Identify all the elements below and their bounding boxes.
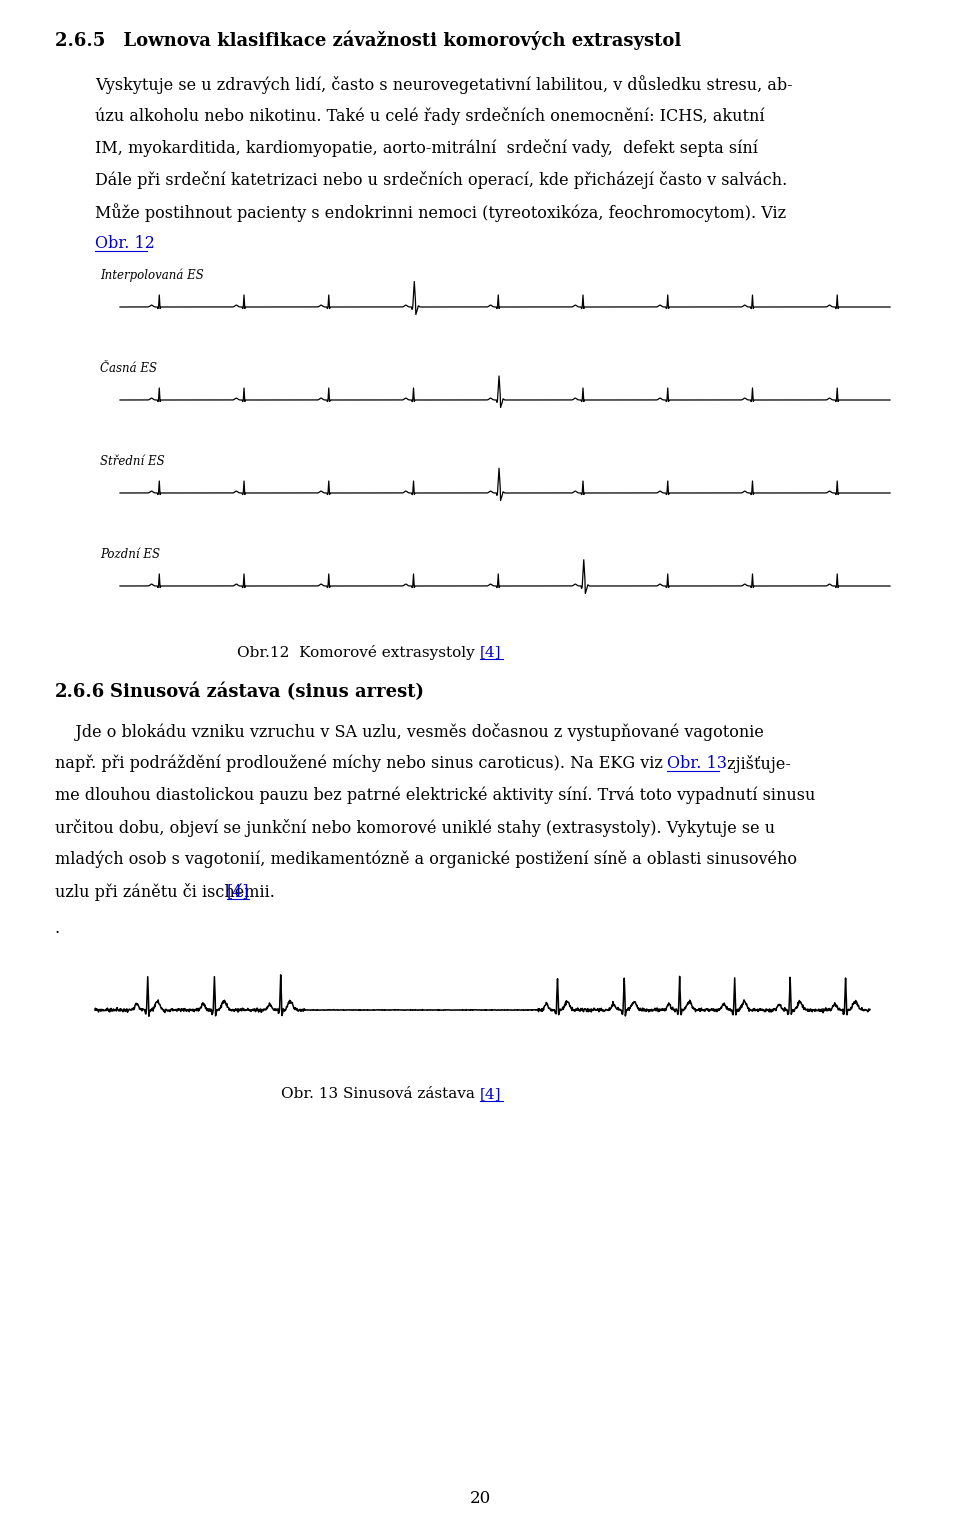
Text: Obr. 13 Sinusová zástava: Obr. 13 Sinusová zástava [281, 1086, 480, 1101]
Text: Střední ES: Střední ES [100, 454, 164, 468]
Text: mladých osob s vagotonií, medikamentózně a organické postižení síně a oblasti si: mladých osob s vagotonií, medikamentózně… [55, 851, 797, 868]
Text: Sinusová zástava (sinus arrest): Sinusová zástava (sinus arrest) [110, 683, 424, 701]
Text: Obr. 13: Obr. 13 [667, 754, 727, 773]
Text: 2.6.5 Lownova klasifikace závažnosti komorových extrasystol: 2.6.5 Lownova klasifikace závažnosti kom… [55, 30, 682, 50]
Text: uzlu při zánětu či ischémii.: uzlu při zánětu či ischémii. [55, 883, 275, 901]
Text: [4]: [4] [227, 883, 250, 900]
Text: Časná ES: Časná ES [100, 362, 157, 376]
Text: Vyskytuje se u zdravých lidí, často s neurovegetativní labilitou, v důsledku str: Vyskytuje se u zdravých lidí, často s ne… [95, 76, 793, 94]
Text: 2.6.6: 2.6.6 [55, 683, 106, 701]
Text: [4]: [4] [480, 1086, 501, 1101]
Text: Může postihnout pacienty s endokrinni nemoci (tyreotoxikóza, feochromocytom). Vi: Může postihnout pacienty s endokrinni ne… [95, 203, 786, 221]
Text: 20: 20 [469, 1489, 491, 1507]
Text: zjišťuje-: zjišťuje- [722, 754, 791, 773]
Text: např. při podráždění prodloužené míchy nebo sinus caroticus). Na EKG viz: např. při podráždění prodloužené míchy n… [55, 754, 668, 773]
Text: IM, myokarditida, kardiomyopatie, aorto-mitrální  srdeční vady,  defekt septa sí: IM, myokarditida, kardiomyopatie, aorto-… [95, 139, 758, 158]
Text: Interpolovaná ES: Interpolovaná ES [100, 270, 204, 282]
Text: Pozdní ES: Pozdní ES [100, 548, 160, 561]
Text: [4]: [4] [480, 645, 501, 659]
Text: Jde o blokádu vzniku vzruchu v SA uzlu, vesměs dočasnou z vystupňované vagotonie: Jde o blokádu vzniku vzruchu v SA uzlu, … [55, 723, 764, 741]
Text: určitou dobu, objeví se junkční nebo komorové uniklé stahy (extrasystoly). Vykyt: určitou dobu, objeví se junkční nebo kom… [55, 820, 775, 836]
Text: úzu alkoholu nebo nikotinu. Také u celé řady srdečních onemocnění: ICHS, akutní: úzu alkoholu nebo nikotinu. Také u celé … [95, 108, 764, 126]
Text: Obr. 12: Obr. 12 [95, 235, 155, 251]
Text: .: . [55, 920, 60, 936]
Text: Obr.12  Komorové extrasystoly: Obr.12 Komorové extrasystoly [237, 645, 480, 661]
Text: me dlouhou diastolickou pauzu bez patrné elektrické aktivity síní. Trvá toto vyp: me dlouhou diastolickou pauzu bez patrné… [55, 786, 815, 804]
Text: Dále při srdeční katetrizaci nebo u srdečních operací, kde přicházejí často v sa: Dále při srdeční katetrizaci nebo u srde… [95, 171, 787, 189]
